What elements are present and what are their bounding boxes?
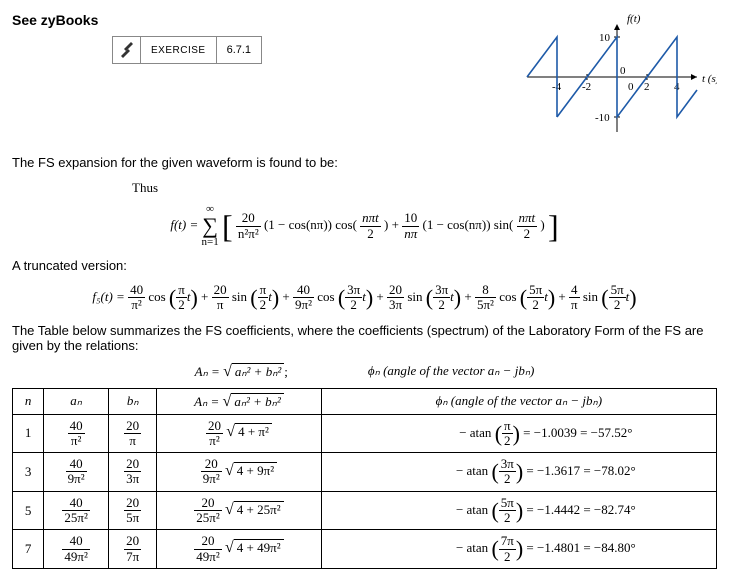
formula-row: Aₙ = √aₙ² + bₙ²; ϕₙ (angle of the vector…	[12, 363, 717, 380]
exercise-number: 6.7.1	[217, 37, 261, 63]
thus-label: Thus	[132, 180, 717, 196]
graph-ticks: -4 -2 0 0 2 4 10 -10	[552, 32, 680, 124]
page-title: See zyBooks	[12, 12, 517, 28]
svg-text:2: 2	[644, 81, 650, 93]
svg-text:10: 10	[599, 32, 611, 44]
col-an: aₙ	[44, 388, 109, 414]
svg-text:0: 0	[620, 65, 626, 77]
graph-y-label: f(t)	[627, 13, 641, 25]
graph-x-label: t (s)	[702, 73, 717, 85]
table-row: 74049π²207π2049π² √4 + 49π²− atan (7π2) …	[13, 530, 717, 569]
truncated-label: A truncated version:	[12, 258, 717, 273]
fs-intro-text: The FS expansion for the given waveform …	[12, 155, 717, 170]
table-row: 3409π²203π209π² √4 + 9π²− atan (3π2) = −…	[13, 453, 717, 492]
col-n: n	[13, 388, 44, 414]
waveform-graph: f(t) t (s) -4 -2 0 0 2 4 10	[517, 12, 717, 145]
truncated-equation: f₅(t) = 40π² cos (π2t) + 20π sin (π2t) +…	[12, 283, 717, 313]
svg-text:-10: -10	[595, 112, 610, 124]
fs-full-equation: f(t) = ∞∑n=1 [ 20n²π² (1 − cos(nπ)) cos(…	[12, 204, 717, 248]
table-row: 140π²20π20π² √4 + π²− atan (π2) = −1.003…	[13, 414, 717, 453]
table-row: 54025π²205π2025π² √4 + 25π²− atan (5π2) …	[13, 491, 717, 530]
exercise-box: EXERCISE 6.7.1	[112, 36, 262, 64]
svg-text:0: 0	[628, 81, 634, 93]
col-phi: ϕₙ (angle of the vector aₙ − jbₙ)	[321, 388, 716, 414]
table-header-row: n aₙ bₙ Aₙ = √aₙ² + bₙ² ϕₙ (angle of the…	[13, 388, 717, 414]
coefficients-table: n aₙ bₙ Aₙ = √aₙ² + bₙ² ϕₙ (angle of the…	[12, 388, 717, 569]
exercise-label: EXERCISE	[141, 37, 217, 63]
table-intro-text: The Table below summarizes the FS coeffi…	[12, 323, 717, 353]
tools-icon	[113, 37, 141, 63]
col-An: Aₙ = √aₙ² + bₙ²	[157, 388, 321, 414]
col-bn: bₙ	[109, 388, 157, 414]
